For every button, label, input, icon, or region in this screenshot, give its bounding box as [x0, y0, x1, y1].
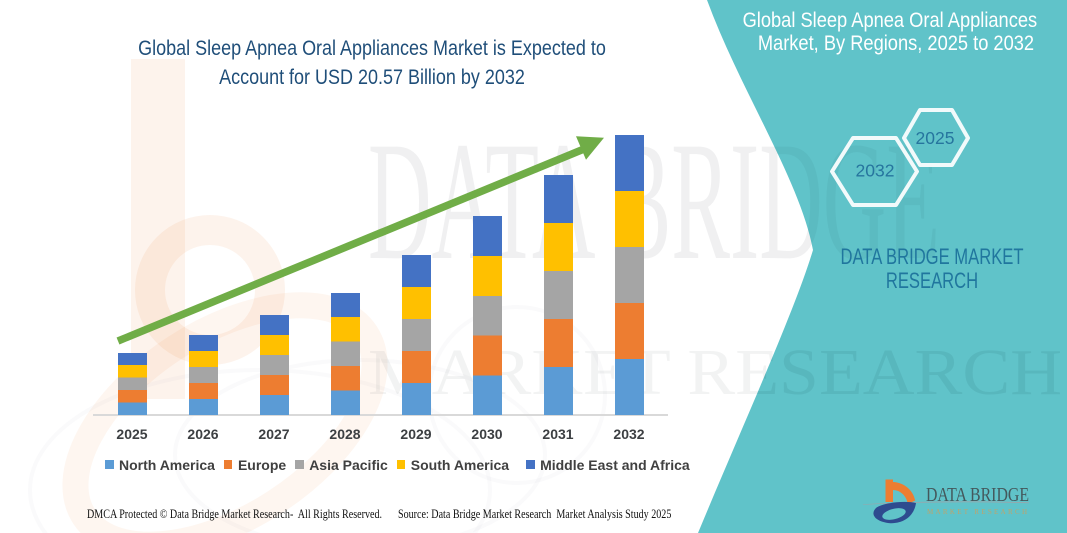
svg-text:2025: 2025: [916, 128, 955, 148]
svg-text:MARKET RESEARCH: MARKET RESEARCH: [927, 508, 1027, 516]
svg-text:DATA BRIDGE: DATA BRIDGE: [926, 484, 1029, 506]
svg-text:2032: 2032: [856, 161, 895, 181]
